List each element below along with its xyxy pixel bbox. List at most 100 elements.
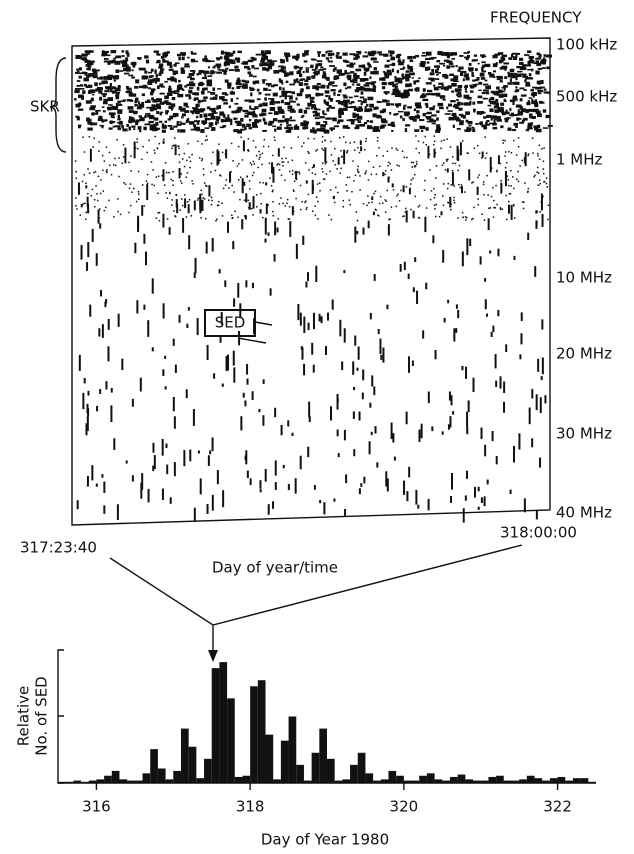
sed-burst-stroke xyxy=(461,365,464,371)
skr-speck xyxy=(154,70,157,75)
skr-speck xyxy=(422,112,426,117)
skr-speck xyxy=(102,110,106,113)
bar xyxy=(534,778,543,783)
skr-speck xyxy=(326,107,330,112)
speck xyxy=(298,173,301,175)
skr-speck xyxy=(138,103,142,108)
skr-speck xyxy=(402,66,406,69)
skr-speck xyxy=(103,60,109,63)
speck xyxy=(507,179,510,181)
skr-speck xyxy=(77,102,82,107)
skr-speck xyxy=(125,50,129,55)
speck xyxy=(504,151,507,153)
skr-speck xyxy=(388,50,392,53)
sed-burst-stroke xyxy=(371,196,374,201)
skr-speck xyxy=(358,106,363,109)
skr-speck xyxy=(356,108,362,113)
skr-speck xyxy=(203,87,208,91)
skr-speck xyxy=(495,102,499,107)
sed-burst-stroke xyxy=(233,298,236,307)
skr-speck xyxy=(327,52,333,57)
skr-speck xyxy=(426,111,432,114)
skr-speck xyxy=(432,119,437,123)
sed-burst-stroke xyxy=(291,432,294,436)
skr-speck xyxy=(252,75,257,78)
speck xyxy=(247,149,249,152)
skr-speck xyxy=(289,100,294,103)
sed-burst-stroke xyxy=(361,392,364,400)
skr-speck xyxy=(296,53,300,58)
skr-speck xyxy=(192,110,197,112)
speck xyxy=(425,207,428,209)
sed-burst-stroke xyxy=(104,301,107,308)
skr-speck xyxy=(501,113,506,116)
skr-speck xyxy=(460,102,464,106)
skr-speck xyxy=(343,99,348,104)
skr-speck xyxy=(261,112,267,116)
skr-speck xyxy=(268,89,272,91)
skr-speck xyxy=(305,69,309,73)
skr-speck xyxy=(145,112,151,115)
skr-speck xyxy=(395,77,401,80)
skr-speck xyxy=(89,107,96,111)
sed-arrows xyxy=(237,321,273,344)
speck xyxy=(444,169,447,171)
speck xyxy=(406,156,408,159)
speck xyxy=(449,146,452,148)
speck xyxy=(102,190,105,192)
speck xyxy=(286,198,289,201)
sed-burst-stroke xyxy=(110,405,113,423)
skr-speck xyxy=(191,52,197,55)
skr-speck xyxy=(485,121,488,126)
skr-speck xyxy=(293,79,296,84)
bar xyxy=(288,716,297,783)
skr-speck xyxy=(397,53,402,57)
skr-speck xyxy=(352,81,358,84)
skr-speck xyxy=(76,70,80,74)
sed-burst-stroke xyxy=(103,481,106,493)
speck xyxy=(502,139,504,142)
skr-speck xyxy=(438,82,444,85)
speck xyxy=(311,172,314,174)
speck xyxy=(352,160,354,162)
speck xyxy=(183,165,186,168)
sed-burst-stroke xyxy=(479,256,482,265)
bar xyxy=(96,779,105,783)
skr-speck xyxy=(116,103,123,106)
skr-speck xyxy=(373,67,377,71)
skr-speck xyxy=(144,114,147,119)
skr-speck xyxy=(134,86,139,89)
skr-speck xyxy=(153,117,159,121)
speck xyxy=(438,215,441,218)
skr-speck xyxy=(535,110,541,115)
sed-burst-stroke xyxy=(162,140,165,144)
skr-speck xyxy=(507,73,513,78)
skr-speck xyxy=(242,109,249,113)
speck xyxy=(413,165,416,167)
skr-speck xyxy=(517,70,523,73)
skr-speck xyxy=(264,97,267,101)
skr-speck xyxy=(204,127,210,129)
skr-speck xyxy=(446,61,452,64)
skr-speck xyxy=(329,127,336,130)
skr-speck xyxy=(255,80,260,84)
sed-burst-stroke xyxy=(101,474,104,478)
speck xyxy=(473,206,475,209)
skr-speck xyxy=(293,100,296,103)
speck xyxy=(287,218,290,220)
skr-speck xyxy=(115,102,119,107)
speck xyxy=(272,189,274,192)
speck xyxy=(155,217,158,219)
speck xyxy=(247,138,250,140)
skr-speck xyxy=(265,50,271,55)
skr-speck xyxy=(261,52,265,55)
speck xyxy=(284,179,286,182)
skr-speck xyxy=(438,106,444,110)
skr-speck xyxy=(469,90,474,93)
speck xyxy=(252,160,255,163)
sed-burst-stroke xyxy=(225,356,228,372)
skr-speck xyxy=(154,69,157,73)
skr-speck xyxy=(81,95,85,100)
skr-speck xyxy=(114,75,120,79)
skr-speck xyxy=(141,93,146,97)
